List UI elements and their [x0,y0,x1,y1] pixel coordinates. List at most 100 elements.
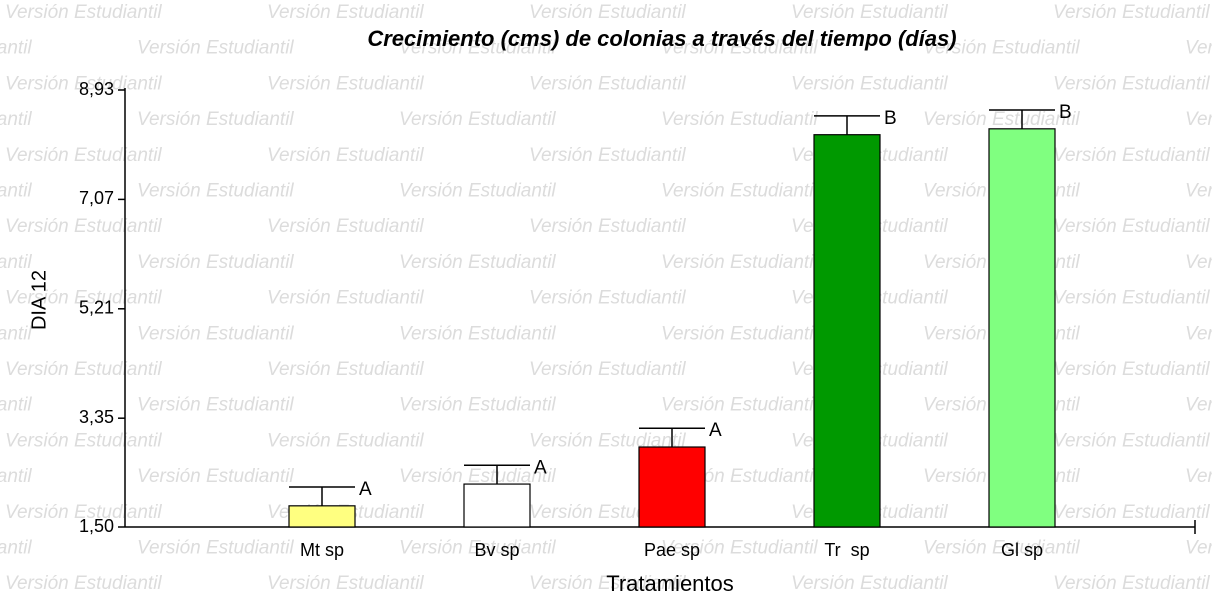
watermark-text: Versión Estudiantil [1053,145,1210,166]
watermark-text: Versión Estudiantil [5,216,162,237]
bar [463,483,531,528]
y-tick-label: 8,93 [79,79,114,99]
watermark-text: Versión Estudiantil [529,573,686,594]
watermark-text: Versión Estudiantil [1185,181,1212,202]
watermark-text: Versión Estudiantil [5,573,162,594]
bar [288,505,356,528]
watermark-text: Versión Estudiantil [661,538,818,559]
x-tick-label: Pae sp [644,540,700,560]
y-tick-label: 3,35 [79,407,114,427]
watermark-text: Versión Estudiantil [267,216,424,237]
watermark-text: Versión Estudiantil [267,73,424,94]
watermark-text: Versión Estudiantil [1185,323,1212,344]
watermark-text: Versión Estudiantil [399,109,556,130]
watermark-text: Versión Estudiantil [137,38,294,59]
bar [988,128,1056,528]
watermark-text: Versión Estudiantil [5,502,162,523]
watermark-text: Versión Estudiantil [399,252,556,273]
watermark-text: Versión Estudiantil [0,252,32,273]
watermark-text: Versión Estudiantil [923,38,1080,59]
y-tick-label: 7,07 [79,188,114,208]
watermark-text: Versión Estudiantil [399,538,556,559]
watermark-text: Versión Estudiantil [0,109,32,130]
watermark-text: Versión Estudiantil [267,573,424,594]
watermark-text: Versión Estudiantil [5,73,162,94]
watermark-text: Versión Estudiantil [399,38,556,59]
x-tick-label: Mt sp [300,540,344,560]
watermark-text: Versión Estudiantil [0,395,32,416]
watermark-text: Versión Estudiantil [1053,430,1210,451]
watermark-text: Versión Estudiantil [1053,359,1210,380]
watermark-text: Versión Estudiantil [661,181,818,202]
x-tick-label: Bv sp [474,540,519,560]
watermark-text: Versión Estudiantil [1053,73,1210,94]
watermark-text: Versión Estudiantil [0,181,32,202]
watermark-text: Versión Estudiantil [1185,109,1212,130]
watermark-text: Versión Estudiantil [1053,502,1210,523]
watermark-text: Versión Estudiantil [923,538,1080,559]
watermark-text: Versión Estudiantil [791,573,948,594]
watermark-text: Versión Estudiantil [267,145,424,166]
watermark-text: Versión Estudiantil [661,252,818,273]
watermark-text: Versión Estudiantil [267,430,424,451]
watermark-text: Versión Estudiantil [267,359,424,380]
watermark-text: Versión Estudiantil [137,323,294,344]
x-tick-label: Tr sp [824,540,869,560]
watermark-text: Versión Estudiantil [791,73,948,94]
chart-title: Crecimiento (cms) de colonias a través d… [367,26,956,51]
watermark-text: Versión Estudiantil [399,466,556,487]
group-letter: A [359,479,372,500]
watermark-text: Versión Estudiantil [1185,395,1212,416]
watermark-text: Versión Estudiantil [661,109,818,130]
watermark-text: Versión Estudiantil [529,145,686,166]
watermark-text: Versión Estudiantil [529,430,686,451]
watermark-text: Versión Estudiantil [0,38,32,59]
watermark-text: Versión Estudiantil [137,109,294,130]
watermark-text: Versión Estudiantil [1185,252,1212,273]
group-letter: A [709,420,722,441]
bar [813,134,881,528]
watermark-text: Versión Estudiantil [1185,38,1212,59]
y-axis-label: DIA 12 [28,270,50,330]
watermark-text: Versión Estudiantil [399,395,556,416]
watermark-text: Versión Estudiantil [529,359,686,380]
watermark-text: Versión Estudiantil [5,288,162,309]
watermark-text: Versión Estudiantil [137,181,294,202]
watermark-text: Versión Estudiantil [137,538,294,559]
group-letter: B [1059,102,1072,123]
watermark-text: Versión Estudiantil [267,2,424,23]
watermark-text: Versión Estudiantil [137,395,294,416]
watermark-text: Versión Estudiantil [529,288,686,309]
group-letter: B [884,108,897,129]
y-tick-label: 5,21 [79,298,114,318]
watermark-text: Versión Estudiantil [661,395,818,416]
watermark-text: Versión Estudiantil [267,288,424,309]
watermark-text: Versión Estudiantil [1053,2,1210,23]
watermark-text: Versión Estudiantil [5,145,162,166]
watermark-text: Versión Estudiantil [791,2,948,23]
bar [638,446,706,528]
watermark-text: Versión Estudiantil [1053,288,1210,309]
watermark-text: Versión Estudiantil [1053,216,1210,237]
watermark-text: Versión Estudiantil [399,181,556,202]
watermark-text: Versión Estudiantil [0,538,32,559]
watermark-text: Versión Estudiantil [661,38,818,59]
watermark-text: Versión Estudiantil [1053,573,1210,594]
watermark-text: Versión Estudiantil [529,2,686,23]
watermark-text: Versión Estudiantil [137,252,294,273]
group-letter: A [534,457,547,478]
watermark-text: Versión Estudiantil [399,323,556,344]
watermark-text: Versión Estudiantil [661,323,818,344]
x-tick-label: Gl sp [1001,540,1043,560]
watermark-text: Versión Estudiantil [0,323,32,344]
watermark-text: Versión Estudiantil [5,359,162,380]
x-axis-label: Tratamientos [606,571,734,596]
watermark-text: Versión Estudiantil [5,430,162,451]
watermark-text: Versión Estudiantil [1185,538,1212,559]
watermark-text: Versión Estudiantil [5,2,162,23]
watermark-text: Versión Estudiantil [923,109,1080,130]
y-tick-label: 1,50 [79,516,114,536]
watermark-text: Versión Estudiantil [529,73,686,94]
